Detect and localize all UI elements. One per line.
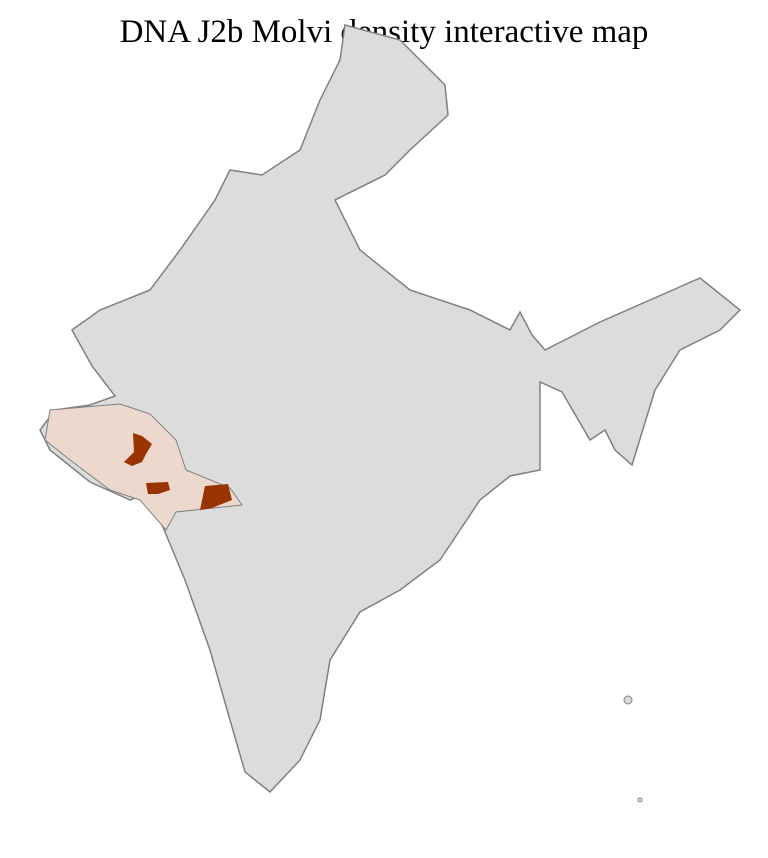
district-high-2[interactable] bbox=[146, 482, 170, 494]
district-high-3[interactable] bbox=[200, 484, 232, 510]
nicobar-islands bbox=[637, 797, 643, 803]
andaman-islands bbox=[623, 695, 633, 705]
district-high-1[interactable] bbox=[124, 433, 152, 466]
india-outline[interactable] bbox=[39, 24, 742, 794]
